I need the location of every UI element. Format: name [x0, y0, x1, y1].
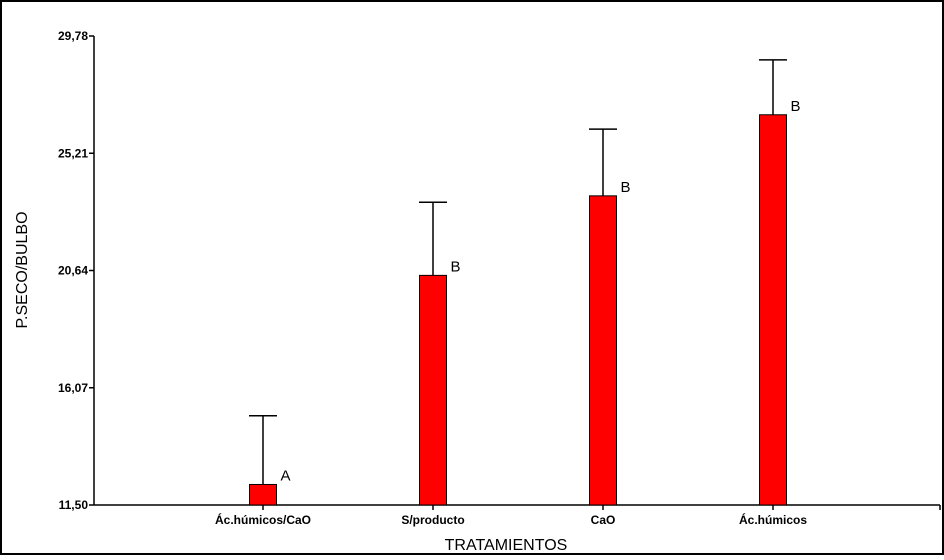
y-axis-title: P.SECO/BULBO: [14, 211, 31, 328]
bar: [759, 114, 787, 506]
bars-group: [249, 59, 787, 506]
bar: [589, 195, 617, 506]
x-category-label: Ác.húmicos/CaO: [215, 512, 311, 527]
x-category-label: S/producto: [401, 513, 464, 527]
x-axis-title: TRATAMIENTOS: [445, 537, 568, 554]
x-category-label: Ác.húmicos: [739, 512, 807, 527]
significance-letter: B: [791, 98, 801, 115]
axes: 11,50 16,07 20,64 25,21 29,78: [58, 29, 941, 512]
y-tick-label: 29,78: [58, 29, 88, 43]
bar: [249, 483, 277, 506]
y-tick-label: 25,21: [58, 146, 88, 160]
x-category-label: CaO: [591, 513, 616, 527]
significance-letter: A: [281, 467, 291, 484]
y-tick-label: 20,64: [58, 264, 88, 278]
significance-letter: B: [621, 179, 631, 196]
labels-group: A Ác.húmicos/CaO B S/producto B CaO B Ác.húmico…: [215, 98, 807, 527]
bar: [419, 274, 447, 506]
significance-letter: B: [451, 258, 461, 275]
y-tick-label: 16,07: [58, 381, 88, 395]
y-tick-label: 11,50: [59, 498, 89, 512]
